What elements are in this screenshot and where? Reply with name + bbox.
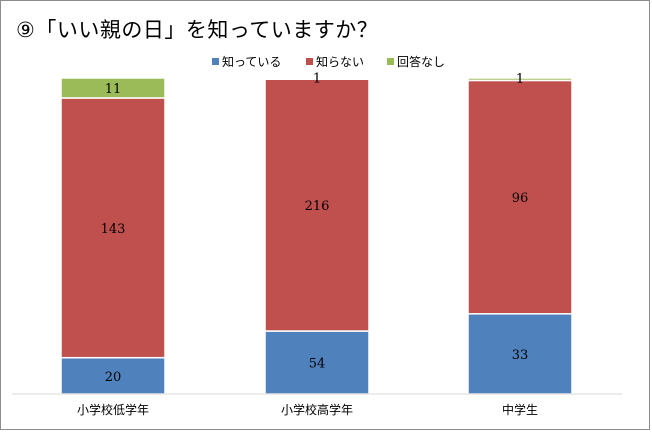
legend-item-0: 知っている xyxy=(212,55,281,69)
data-label: 54 xyxy=(309,357,326,372)
legend-item-1: 知らない xyxy=(306,55,364,69)
x-tick-label: 小学校低学年 xyxy=(77,402,149,417)
data-label: 11 xyxy=(105,82,122,97)
legend-label: 回答なし xyxy=(397,54,445,69)
data-label: 1 xyxy=(313,72,321,87)
bar-segment xyxy=(60,77,166,99)
bar-segment xyxy=(60,97,166,359)
bar-segment xyxy=(264,78,370,332)
data-label: 143 xyxy=(101,222,126,237)
x-tick-label: 小学校高学年 xyxy=(281,402,353,417)
bar-group-1: 54 216 1 xyxy=(264,72,370,395)
data-label: 216 xyxy=(305,199,330,214)
legend-swatch xyxy=(306,58,313,65)
x-tick-label: 中学生 xyxy=(502,402,538,417)
x-axis: 小学校低学年 小学校高学年 中学生 xyxy=(12,393,622,417)
data-label: 33 xyxy=(512,348,529,363)
legend-item-2: 回答なし xyxy=(387,54,445,69)
legend-label: 知らない xyxy=(316,55,364,69)
bar-group-0: 20 143 11 xyxy=(60,77,166,395)
bar-segment xyxy=(467,79,573,315)
data-label: 96 xyxy=(512,191,529,206)
legend-label: 知っている xyxy=(222,55,281,69)
chart-title: ⑨「いい親の日」を知っていますか？ xyxy=(16,18,379,42)
data-label: 20 xyxy=(105,370,122,385)
bar-group-2: 33 96 1 xyxy=(467,72,573,395)
bar-segment xyxy=(467,77,573,82)
bar-segment xyxy=(264,77,370,80)
bars: 20 143 11 54 216 1 33 96 1 xyxy=(60,72,573,395)
data-label: 1 xyxy=(516,72,524,87)
legend-swatch xyxy=(387,58,394,65)
legend-swatch xyxy=(212,58,219,65)
legend: 知っている 知らない 回答なし xyxy=(212,54,445,69)
